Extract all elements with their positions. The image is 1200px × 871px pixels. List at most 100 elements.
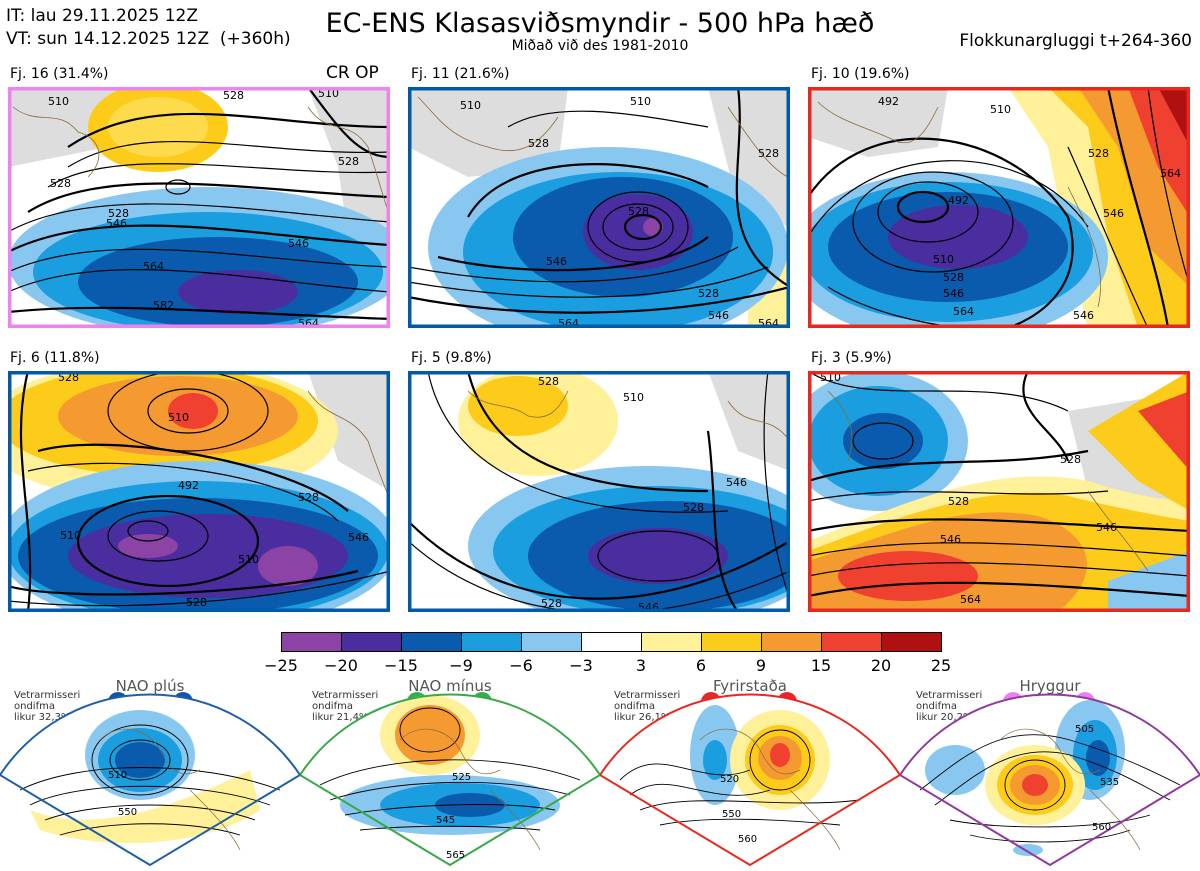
contour-label: 546 <box>288 237 309 250</box>
contour-label: 545 <box>436 815 455 826</box>
contour-label: 565 <box>446 850 465 861</box>
contour-label: 510 <box>108 770 127 781</box>
contour-label: 564 <box>558 317 579 328</box>
regime-title: Hryggur <box>1019 677 1081 695</box>
colorbar-swatch <box>521 632 582 652</box>
colorbar-tick-label: 25 <box>930 656 952 675</box>
regime-nao-plus: NAO plús Vetrarmisseri ondifma likur 32,… <box>0 677 300 870</box>
panel-frame <box>408 87 790 328</box>
contour-label: 528 <box>698 287 719 300</box>
valid-time-label: VT: sun 14.12.2025 12Z (+360h) <box>6 29 291 49</box>
colorbar-tick-label: −9 <box>449 656 473 675</box>
contour-label: 528 <box>943 271 964 284</box>
regime-note: Vetrarmisseri ondifma likur 26,1% <box>614 690 681 723</box>
contour-label: 520 <box>720 774 739 785</box>
contour-label: 582 <box>153 299 174 312</box>
contour-label: 546 <box>726 476 747 489</box>
contour-label: 546 <box>106 217 127 230</box>
contour-label: 564 <box>1160 167 1181 180</box>
colorbar-tick-label: 6 <box>695 656 707 675</box>
contour-label: 528 <box>338 155 359 168</box>
panel-frame <box>408 371 790 612</box>
contour-label: 528 <box>538 375 559 388</box>
regime-ridge: Hryggur Vetrarmisseri ondifma likur 20,2… <box>900 677 1200 870</box>
contour-label: 546 <box>943 287 964 300</box>
regime-note: Vetrarmisseri ondifma likur 21,4% <box>312 690 379 723</box>
regime-frame <box>600 693 900 867</box>
contour-label: 546 <box>546 255 567 268</box>
cluster-map-2: 510 510 528 528 546 528 564 546 528 564 <box>408 87 790 328</box>
regime-title: Fyrirstaða <box>713 677 787 695</box>
contour-label: 510 <box>238 553 259 566</box>
contour-label: 510 <box>630 95 651 108</box>
contour-label: 510 <box>933 253 954 266</box>
colorbar-swatch <box>401 632 462 652</box>
contour-label: 546 <box>1103 207 1124 220</box>
colorbar-tick-label: −3 <box>569 656 593 675</box>
contour-label: 546 <box>1096 521 1117 534</box>
anomaly-colorbar: −25 −20 −15 −9 −6 −3 3 6 9 15 20 25 <box>264 632 951 675</box>
panel-frame <box>8 87 390 328</box>
panel-5-label: Fj. 5 (9.8%) <box>411 350 492 366</box>
contour-label: 546 <box>638 601 659 612</box>
contour-label: 546 <box>1073 309 1094 322</box>
colorbar-swatch <box>701 632 762 652</box>
regime-note: Vetrarmisseri ondifma likur 20,2% <box>916 690 983 723</box>
colorbar-tick-label: 15 <box>810 656 832 675</box>
contour-label: 564 <box>298 317 319 328</box>
cluster-window-label: Flokkunargluggi t+264-360 <box>959 31 1192 51</box>
contour-label: 510 <box>460 99 481 112</box>
colorbar-swatch <box>821 632 882 652</box>
contour-label: 492 <box>178 479 199 492</box>
cluster-map-1: 510 528 528 546 546 564 528 582 564 510 … <box>8 87 390 328</box>
contour-label: 550 <box>118 807 137 818</box>
regime-title: NAO mínus <box>408 677 492 695</box>
colorbar-tick-label: 20 <box>870 656 892 675</box>
panel-4-label: Fj. 6 (11.8%) <box>10 350 100 366</box>
colorbar-swatch <box>881 632 942 652</box>
contour-label: 528 <box>628 205 649 218</box>
contour-label: 528 <box>948 495 969 508</box>
contour-label: 528 <box>541 597 562 610</box>
cluster-map-4: 510 528 492 510 510 528 546 528 <box>8 371 390 612</box>
contour-label: 546 <box>708 309 729 322</box>
colorbar-swatch <box>761 632 822 652</box>
page-title: EC-ENS Klasasviðsmyndir - 500 hPa hæð <box>325 8 875 39</box>
initial-time-label: IT: lau 29.11.2025 12Z <box>6 6 198 26</box>
contour-label: 528 <box>1088 147 1109 160</box>
contour-label: 528 <box>223 89 244 102</box>
regime-frame <box>300 693 600 867</box>
page-subtitle: Miðað við des 1981-2010 <box>511 38 689 54</box>
contour-label: 564 <box>758 317 779 328</box>
panel-2-label: Fj. 11 (21.6%) <box>411 66 510 82</box>
contour-label: 564 <box>960 593 981 606</box>
colorbar-swatch <box>641 632 702 652</box>
contour-label: 510 <box>60 529 81 542</box>
contour-label: 560 <box>1092 822 1111 833</box>
panel-3-label: Fj. 10 (19.6%) <box>811 66 910 82</box>
contour-label: 528 <box>528 137 549 150</box>
contour-label: 528 <box>186 596 207 609</box>
panel-1-cr-op-label: CR OP <box>326 63 379 83</box>
colorbar-swatch <box>581 632 642 652</box>
regime-blocking: Fyrirstaða Vetrarmisseri ondifma likur 2… <box>600 677 900 870</box>
colorbar-swatch <box>461 632 522 652</box>
contour-label: 510 <box>48 95 69 108</box>
contour-label: 510 <box>168 411 189 424</box>
contour-label: 550 <box>722 809 741 820</box>
cluster-map-5: 528 510 546 528 528 546 <box>408 371 790 612</box>
contour-label: 528 <box>683 501 704 514</box>
contour-label: 528 <box>50 177 71 190</box>
contour-label: 528 <box>1060 453 1081 466</box>
colorbar-swatch <box>281 632 342 652</box>
contour-label: 525 <box>452 772 471 783</box>
colorbar-tick-label: −6 <box>509 656 533 675</box>
regime-frame <box>0 693 300 867</box>
contour-label: 564 <box>143 260 164 273</box>
cluster-map-6: 510 528 528 546 546 564 <box>808 371 1190 612</box>
contour-label: 564 <box>953 305 974 318</box>
contour-label: 528 <box>758 147 779 160</box>
regime-nao-minus: NAO mínus Vetrarmisseri ondifma likur 21… <box>300 677 600 870</box>
contour-label: 492 <box>878 95 899 108</box>
colorbar-tick-label: 3 <box>635 656 647 675</box>
